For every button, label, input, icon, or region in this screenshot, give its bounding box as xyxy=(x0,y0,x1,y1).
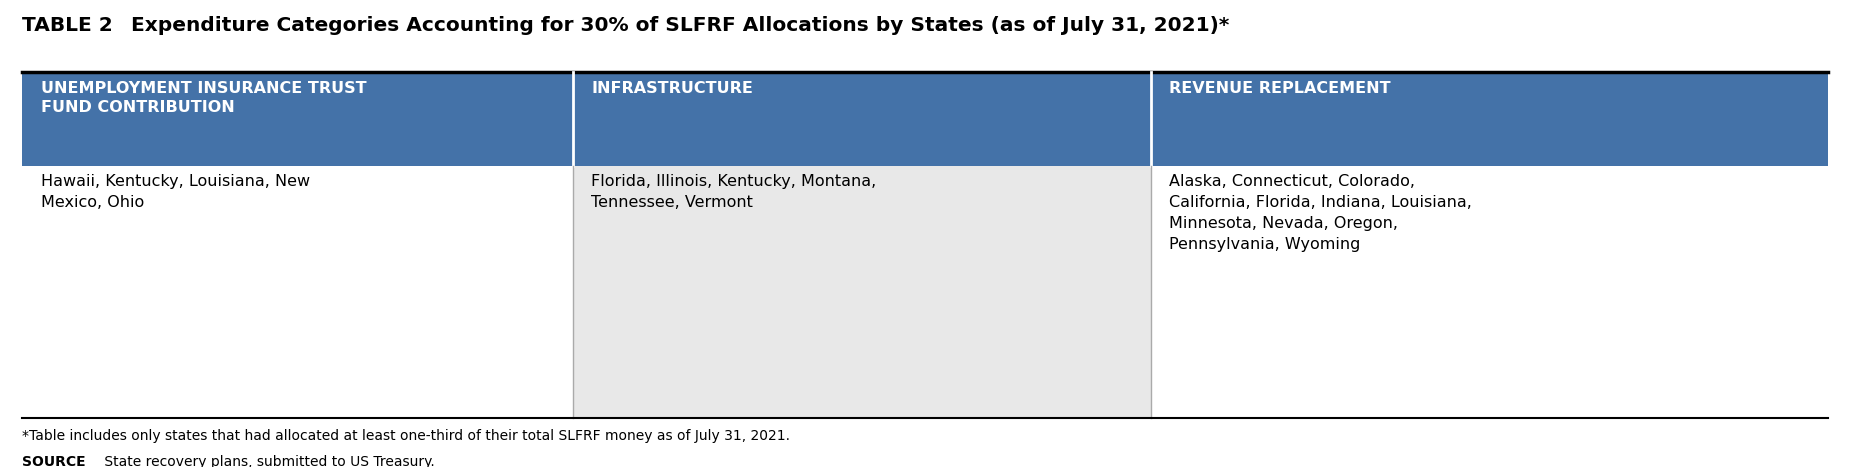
Text: TABLE 2: TABLE 2 xyxy=(22,16,113,35)
Bar xyxy=(1151,72,1828,166)
Bar xyxy=(1151,166,1828,418)
Bar xyxy=(574,72,1151,166)
Text: SOURCE: SOURCE xyxy=(22,455,85,467)
Bar xyxy=(574,166,1151,418)
Bar xyxy=(22,166,574,418)
Text: Florida, Illinois, Kentucky, Montana,
Tennessee, Vermont: Florida, Illinois, Kentucky, Montana, Te… xyxy=(592,174,877,210)
Text: UNEMPLOYMENT INSURANCE TRUST
FUND CONTRIBUTION: UNEMPLOYMENT INSURANCE TRUST FUND CONTRI… xyxy=(41,81,366,115)
Text: Alaska, Connecticut, Colorado,
California, Florida, Indiana, Louisiana,
Minnesot: Alaska, Connecticut, Colorado, Californi… xyxy=(1169,174,1473,252)
Text: REVENUE REPLACEMENT: REVENUE REPLACEMENT xyxy=(1169,81,1391,96)
Text: State recovery plans, submitted to US Treasury.: State recovery plans, submitted to US Tr… xyxy=(100,455,435,467)
Text: Hawaii, Kentucky, Louisiana, New
Mexico, Ohio: Hawaii, Kentucky, Louisiana, New Mexico,… xyxy=(41,174,309,210)
Bar xyxy=(22,72,574,166)
Text: Expenditure Categories Accounting for 30% of SLFRF Allocations by States (as of : Expenditure Categories Accounting for 30… xyxy=(117,16,1228,35)
Text: INFRASTRUCTURE: INFRASTRUCTURE xyxy=(592,81,753,96)
Text: *Table includes only states that had allocated at least one-third of their total: *Table includes only states that had all… xyxy=(22,429,790,443)
